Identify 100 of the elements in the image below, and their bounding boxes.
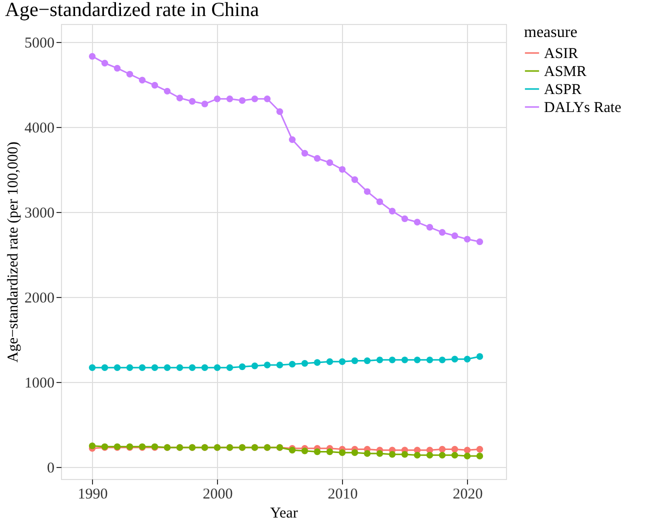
point — [388, 356, 396, 364]
y-tick-label: 3000 — [24, 205, 54, 222]
point — [251, 95, 258, 102]
point — [376, 450, 384, 457]
point — [188, 98, 196, 105]
y-tick-label: 5000 — [24, 35, 54, 52]
legend-title: measure — [524, 24, 578, 41]
point — [151, 364, 158, 371]
point — [314, 155, 321, 162]
point — [126, 70, 134, 78]
point — [226, 95, 234, 102]
point — [376, 356, 384, 364]
point — [164, 88, 171, 95]
point — [388, 450, 396, 458]
point — [438, 356, 446, 364]
point — [288, 360, 296, 368]
point — [176, 364, 184, 371]
x-tick-label: 1990 — [78, 486, 108, 502]
point — [438, 452, 446, 459]
point — [88, 442, 96, 450]
point — [338, 449, 346, 456]
point — [201, 364, 208, 371]
point — [114, 364, 121, 371]
point — [301, 448, 308, 454]
point — [401, 356, 408, 364]
point — [201, 100, 208, 108]
point — [251, 362, 258, 370]
legend-label: ASIR — [544, 46, 578, 62]
point — [364, 357, 371, 364]
point — [288, 136, 296, 144]
y-tick-label: 4000 — [24, 120, 54, 136]
x-tick-label: 2020 — [452, 486, 483, 502]
point — [464, 236, 471, 243]
point — [376, 198, 384, 206]
point — [451, 356, 458, 362]
point — [438, 229, 446, 236]
point — [351, 176, 358, 183]
point — [151, 82, 158, 89]
point — [338, 358, 346, 365]
y-tick-label: 1000 — [24, 376, 54, 392]
point — [401, 450, 408, 458]
x-tick-label: 2000 — [202, 486, 233, 502]
point — [238, 363, 246, 370]
legend-label: ASMR — [544, 64, 587, 80]
point — [388, 208, 396, 214]
point — [264, 362, 271, 368]
point — [138, 76, 146, 84]
point — [476, 452, 484, 460]
point — [101, 60, 108, 66]
point — [214, 364, 221, 371]
chart-title: Age−standardized rate in China — [5, 0, 260, 21]
point — [364, 188, 371, 195]
point — [326, 159, 334, 166]
point — [326, 358, 334, 365]
point — [426, 224, 434, 231]
point — [338, 166, 346, 173]
point — [276, 362, 284, 368]
point — [88, 364, 96, 371]
y-tick-label: 2000 — [24, 290, 54, 306]
point — [438, 446, 446, 453]
point — [276, 108, 284, 115]
point — [301, 360, 308, 367]
point — [114, 64, 121, 72]
point — [426, 356, 434, 364]
point — [126, 364, 134, 371]
point — [426, 452, 434, 459]
point — [238, 97, 246, 104]
point — [414, 356, 421, 364]
point — [314, 448, 321, 456]
point — [464, 446, 471, 454]
point — [464, 356, 471, 362]
point — [226, 364, 234, 371]
point — [451, 232, 458, 240]
point — [451, 446, 458, 453]
point — [476, 353, 484, 360]
point — [351, 357, 358, 364]
point — [164, 364, 171, 371]
point — [401, 215, 408, 222]
point — [326, 448, 334, 456]
point — [188, 364, 196, 371]
point — [176, 94, 184, 102]
y-axis-title: Age−standardized rate (per 100,000) — [6, 142, 22, 362]
point — [364, 450, 371, 457]
point — [464, 452, 471, 460]
x-tick-label: 2010 — [328, 486, 358, 502]
legend-label: ASPR — [544, 82, 582, 98]
point — [476, 446, 484, 453]
point — [138, 364, 146, 371]
legend-label: DALYs Rate — [544, 100, 622, 116]
point — [101, 364, 108, 371]
point — [414, 218, 421, 226]
point — [414, 452, 421, 459]
point — [264, 95, 271, 102]
point — [314, 359, 321, 366]
point — [476, 238, 484, 246]
point — [351, 449, 358, 456]
point — [301, 150, 308, 157]
point — [451, 452, 458, 459]
y-tick-label: 0 — [47, 460, 54, 477]
x-axis-title: Year — [270, 506, 298, 518]
